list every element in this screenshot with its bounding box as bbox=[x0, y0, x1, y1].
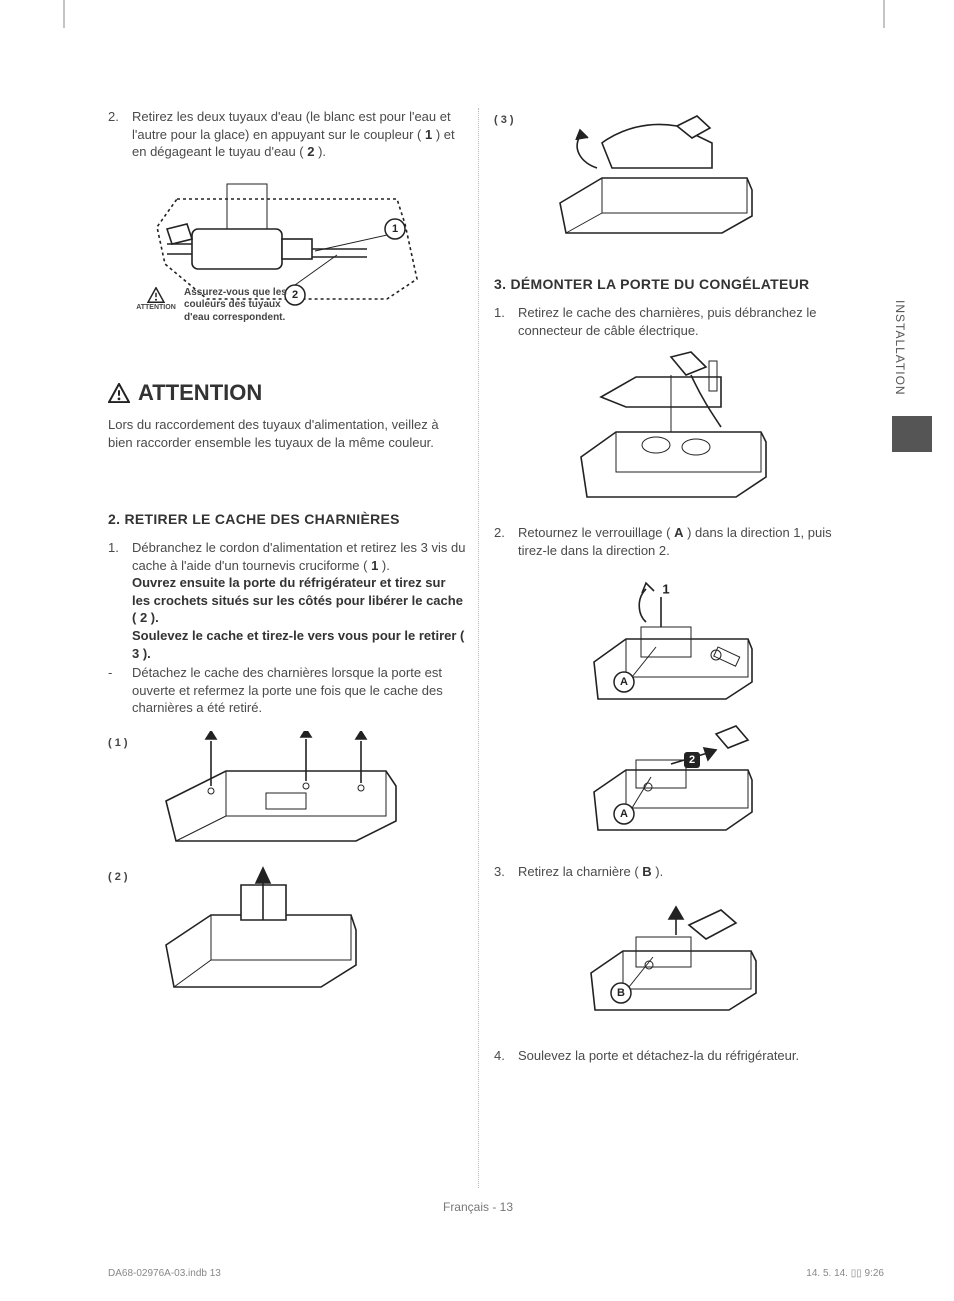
s2-bullet: - Détachez le cache des charnières lorsq… bbox=[108, 664, 466, 717]
step-number: 2. bbox=[108, 108, 132, 161]
bold-text: Ouvrez ensuite la porte du réfrigérateur… bbox=[132, 575, 463, 625]
attention-icon-block: ATTENTION bbox=[134, 287, 178, 311]
callout-A: A bbox=[620, 808, 628, 820]
step-text: Retirez la charnière ( B ). bbox=[518, 863, 848, 881]
bullet-text: Détachez le cache des charnières lorsque… bbox=[132, 664, 466, 717]
step-number: 1. bbox=[108, 539, 132, 662]
text: Débranchez le cordon d'alimentation et r… bbox=[132, 540, 465, 573]
bullet-marker: - bbox=[108, 664, 132, 717]
bold-text: ). bbox=[139, 646, 151, 661]
figure-label-2: ( 2 ) bbox=[108, 871, 148, 883]
print-footer: DA68-02976A-03.indb 13 14. 5. 14. ▯▯ 9:2… bbox=[108, 1268, 884, 1279]
left-column: 2. Retirez les deux tuyaux d'eau (le bla… bbox=[108, 108, 478, 1208]
section-3-heading: 3. DÉMONTER LA PORTE DU CONGÉLATEUR bbox=[494, 276, 848, 292]
step-number: 4. bbox=[494, 1047, 518, 1065]
step-text: Retirez le cache des charnières, puis dé… bbox=[518, 304, 848, 339]
print-timestamp: 14. 5. 14. ▯▯ 9:26 bbox=[806, 1268, 884, 1279]
step-2-remove-tubes: 2. Retirez les deux tuyaux d'eau (le bla… bbox=[108, 108, 466, 161]
callout-1: 1 bbox=[392, 223, 398, 235]
freezer-door-fig1 bbox=[571, 347, 771, 502]
figure-s3-1 bbox=[494, 347, 848, 502]
print-file: DA68-02976A-03.indb 13 bbox=[108, 1268, 221, 1279]
figure-s3-4: B bbox=[494, 895, 848, 1015]
figure-label-1: ( 1 ) bbox=[108, 737, 148, 749]
s2-step-1: 1. Débranchez le cordon d'alimentation e… bbox=[108, 539, 466, 662]
attention-heading-text: ATTENTION bbox=[138, 380, 262, 406]
attention-note-text: Assurez-vous que les couleurs des tuyaux… bbox=[184, 287, 304, 325]
callout-B: B bbox=[617, 987, 625, 999]
manual-page: INSTALLATION 2. Retirez les deux tuyaux … bbox=[108, 108, 848, 1208]
step-text: Retournez le verrouillage ( A ) dans la … bbox=[518, 524, 848, 559]
bold-text: ). bbox=[147, 610, 159, 625]
attention-body: Lors du raccordement des tuyaux d'alimen… bbox=[108, 416, 466, 451]
lock-fig-dir1: 1 A bbox=[586, 577, 756, 702]
step-number: 1. bbox=[494, 304, 518, 339]
hinge-remove-fig: B bbox=[581, 895, 761, 1015]
attention-small-label: ATTENTION bbox=[136, 304, 176, 311]
step-text: Retirez les deux tuyaux d'eau (le blanc … bbox=[132, 108, 466, 161]
text: ). bbox=[378, 558, 390, 573]
text: Retirez les deux tuyaux d'eau (le blanc … bbox=[132, 109, 451, 142]
warning-icon bbox=[147, 287, 165, 303]
callout-A: A bbox=[620, 676, 628, 688]
s3-step-4: 4. Soulevez la porte et détachez-la du r… bbox=[494, 1047, 848, 1065]
figure-label-3: ( 3 ) bbox=[494, 114, 534, 126]
text: Retournez le verrouillage ( bbox=[518, 525, 674, 540]
s3-step-3: 3. Retirez la charnière ( B ). bbox=[494, 863, 848, 881]
text: Retirez la charnière ( bbox=[518, 864, 642, 879]
hinge-cover-fig2 bbox=[156, 865, 366, 995]
ref-B: B bbox=[642, 864, 651, 879]
step-number: 2. bbox=[494, 524, 518, 559]
s3-step-2: 2. Retournez le verrouillage ( A ) dans … bbox=[494, 524, 848, 559]
side-tab-label: INSTALLATION bbox=[882, 286, 918, 410]
bold-text: Soulevez le cache et tirez-le vers vous … bbox=[132, 628, 464, 643]
hinge-cover-fig3 bbox=[542, 108, 762, 238]
step-text: Soulevez la porte et détachez-la du réfr… bbox=[518, 1047, 848, 1065]
page-footer: Français - 13 bbox=[108, 1200, 848, 1214]
step-text: Débranchez le cordon d'alimentation et r… bbox=[132, 539, 466, 662]
figure-s3-2-3: 1 A 2 bbox=[494, 577, 848, 837]
columns: 2. Retirez les deux tuyaux d'eau (le bla… bbox=[108, 108, 848, 1208]
text: ). bbox=[652, 864, 664, 879]
attention-heading: ATTENTION bbox=[108, 380, 466, 406]
figure-s2-2: ( 2 ) bbox=[108, 865, 466, 995]
figure-s2-1: ( 1 ) bbox=[108, 731, 466, 851]
section-2-heading: 2. RETIRER LE CACHE DES CHARNIÈRES bbox=[108, 511, 466, 527]
s3-step-1: 1. Retirez le cache des charnières, puis… bbox=[494, 304, 848, 339]
step-number: 3. bbox=[494, 863, 518, 881]
side-tab-bar bbox=[892, 416, 932, 452]
lock-fig-dir2: 2 A bbox=[586, 712, 756, 837]
warning-icon bbox=[108, 383, 130, 403]
hinge-cover-fig1 bbox=[156, 731, 406, 851]
right-column: ( 3 ) 3. DÉMONTER LA PORTE DU CONGÉLATEU… bbox=[478, 108, 848, 1208]
callout-1: 1 bbox=[662, 582, 669, 597]
figure-s2-3: ( 3 ) bbox=[494, 108, 848, 238]
text: ). bbox=[314, 144, 326, 159]
callout-2: 2 bbox=[689, 754, 695, 766]
